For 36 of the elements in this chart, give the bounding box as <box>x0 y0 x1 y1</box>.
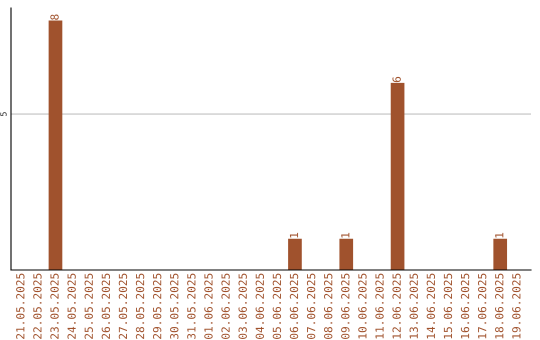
x-tick-label: 16.06.2025 <box>460 274 470 338</box>
x-tick-label: 21.05.2025 <box>16 274 25 339</box>
x-tick-label: 06.06.2025 <box>290 274 298 339</box>
x-tick-label: 12.06.2025 <box>392 274 401 338</box>
data-label: 8 <box>50 14 59 20</box>
data-label: 1 <box>341 232 350 238</box>
data-label: 6 <box>392 76 401 82</box>
data-label: 1 <box>290 232 298 238</box>
x-tick-label: 14.06.2025 <box>426 274 436 338</box>
x-tick-label: 10.06.2025 <box>358 274 367 338</box>
x-tick-label: 09.06.2025 <box>341 274 350 339</box>
x-tick-label: 26.05.2025 <box>102 274 110 339</box>
x-tick-label: 01.06.2025 <box>204 274 213 339</box>
x-tick-label: 31.05.2025 <box>187 274 196 339</box>
y-tick-label: 5 <box>0 112 7 116</box>
x-tick-label: 28.05.2025 <box>136 274 144 339</box>
x-tick-label: 05.06.2025 <box>272 274 282 339</box>
x-tick-label: 25.05.2025 <box>84 274 93 339</box>
x-tick-label: 13.06.2025 <box>410 274 418 338</box>
x-tick-label: 22.05.2025 <box>33 274 42 339</box>
x-tick-label: 03.06.2025 <box>238 274 247 339</box>
data-label: 1 <box>495 232 504 238</box>
x-tick-label: 15.06.2025 <box>444 274 452 338</box>
x-tick-label: 11.06.2025 <box>375 274 384 338</box>
x-tick-label: 04.06.2025 <box>256 274 264 339</box>
x-tick-label: 29.05.2025 <box>152 274 162 339</box>
x-tick-label: 18.06.2025 <box>495 274 504 338</box>
x-tick-label: 17.06.2025 <box>478 274 486 338</box>
x-tick-label: 02.06.2025 <box>221 274 230 339</box>
x-tick-label: 24.05.2025 <box>67 274 76 339</box>
x-tick-label: 30.05.2025 <box>170 274 178 339</box>
x-tick-label: 23.05.2025 <box>50 274 59 339</box>
x-tick-label: 19.06.2025 <box>512 274 521 338</box>
x-tick-label: 08.06.2025 <box>324 274 332 339</box>
x-tick-label: 27.05.2025 <box>118 274 128 339</box>
x-tick-label: 07.06.2025 <box>306 274 316 339</box>
